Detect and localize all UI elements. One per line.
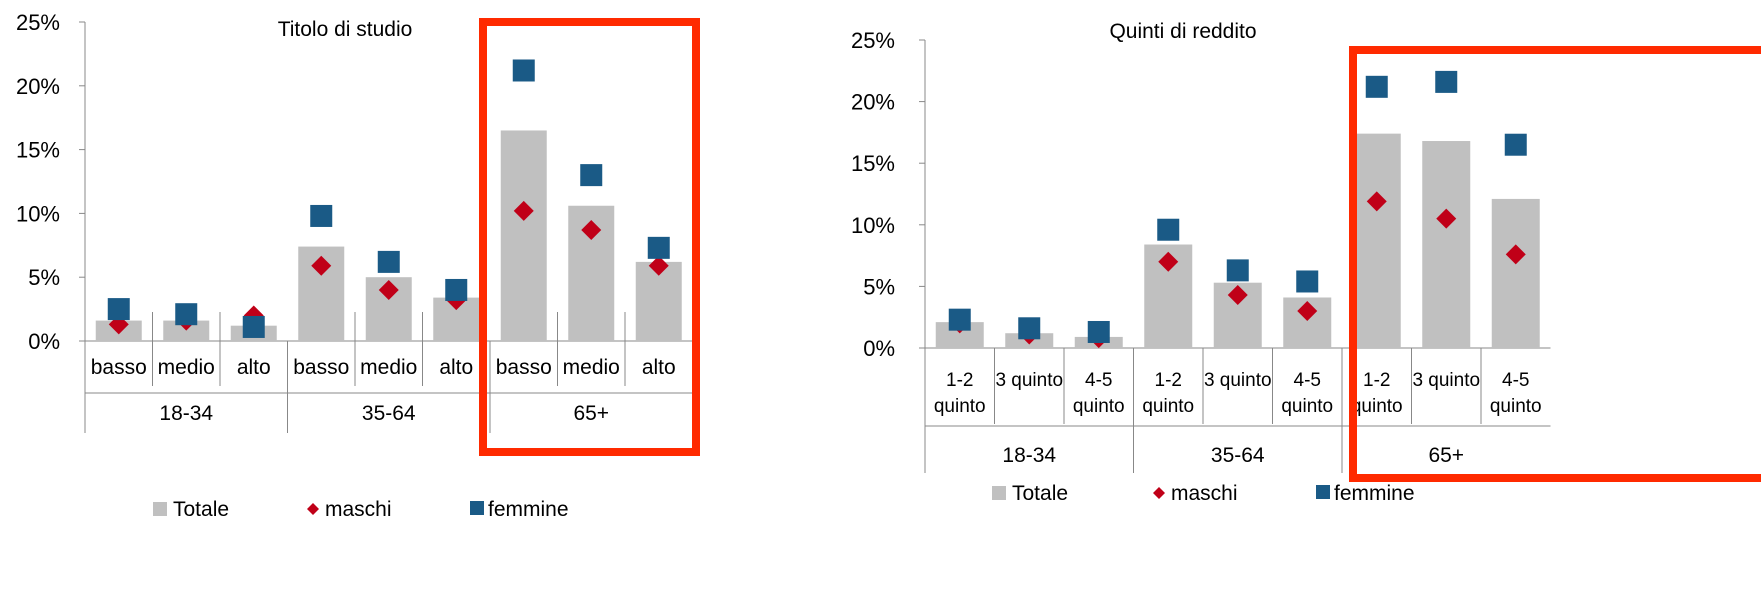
chart-1-bar-totale xyxy=(163,320,210,341)
chart-1-y-tick-label: 15% xyxy=(16,138,60,163)
chart-1-legend: Totale maschi femmine xyxy=(153,498,569,521)
chart-1-marker-maschi xyxy=(378,279,399,300)
chart-1-group-label: 18-34 xyxy=(159,402,213,425)
chart-1-category-label: basso xyxy=(91,356,147,379)
chart-1-marker-femmine xyxy=(175,303,198,326)
chart-2-marker-maschi xyxy=(1436,208,1457,229)
chart-2-marker-maschi xyxy=(1297,301,1318,322)
chart-2-legend-label-femmine: femmine xyxy=(1334,482,1415,505)
chart-2-category-label: 4-5 xyxy=(1085,370,1112,391)
chart-2-y-tick-label: 25% xyxy=(851,28,895,53)
chart-1-marker-maschi xyxy=(513,200,534,221)
chart-2-y-tick-label: 10% xyxy=(851,213,895,238)
chart-1-marker-femmine xyxy=(107,298,130,321)
chart-2-y-tick-label: 5% xyxy=(863,274,895,299)
chart-2-category-label: quinto xyxy=(1490,396,1542,417)
chart-1-category-label: basso xyxy=(293,356,349,379)
chart-2-legend-swatch-maschi xyxy=(1153,487,1165,499)
chart-2-bar-totale xyxy=(1491,198,1540,348)
chart-1-marker-femmine xyxy=(512,59,535,82)
chart-2-y-tick-label: 20% xyxy=(851,90,895,115)
chart-1-y-tick-label: 20% xyxy=(16,74,60,99)
chart-1-marker-maschi xyxy=(581,219,602,240)
chart-2-category-label: 1-2 xyxy=(1363,370,1390,391)
chart-2-legend-label-totale: Totale xyxy=(1012,482,1068,505)
chart-1-marker-femmine xyxy=(445,278,468,301)
chart-2-category-label: quinto xyxy=(1073,396,1125,417)
chart-2-category-label: 3 quinto xyxy=(1412,370,1480,391)
chart-1-marker-maschi xyxy=(311,255,332,276)
chart-2-category-label: 3 quinto xyxy=(1204,370,1272,391)
chart-2-marker-femmine xyxy=(1226,259,1249,282)
chart-1-y-tick-label: 10% xyxy=(16,201,60,226)
chart-1-legend-swatch-totale xyxy=(153,502,167,516)
chart-2-marker-maschi xyxy=(1227,285,1248,306)
chart-2-category-label: quinto xyxy=(1281,396,1333,417)
chart-1-category-label: medio xyxy=(563,356,620,379)
chart-2-legend-label-maschi: maschi xyxy=(1171,482,1238,505)
chart-1-legend-label-totale: Totale xyxy=(173,498,229,521)
chart-1-category-label: alto xyxy=(237,356,271,379)
chart-2-highlight-box xyxy=(1349,46,1761,482)
chart-2-y-tick-label: 0% xyxy=(863,336,895,361)
chart-2-legend-swatch-totale xyxy=(992,486,1006,500)
chart-1-legend-swatch-maschi xyxy=(307,503,319,515)
chart-2-group-label: 18-34 xyxy=(1002,444,1056,467)
chart-1-marker-femmine xyxy=(377,250,400,273)
chart-2-group: 0% 5% 10% 15% 20% 25% Quinti di reddito 1-2 quin… xyxy=(851,20,1761,505)
chart-2-category-label: 1-2 xyxy=(1155,370,1182,391)
chart-1-marker-femmine xyxy=(580,164,603,187)
chart-1-marker-femmine xyxy=(242,315,265,338)
chart-2-marker-femmine xyxy=(948,308,971,331)
chart-2-marker-femmine xyxy=(1087,320,1110,343)
chart-1-category-label: medio xyxy=(158,356,215,379)
chart-1-group-label: 65+ xyxy=(573,402,609,425)
chart-1-y-tick-label: 0% xyxy=(28,329,60,354)
chart-1-marker-maschi xyxy=(648,255,669,276)
chart-2-bar-totale xyxy=(1352,133,1401,348)
chart-2-y-tick-label: 15% xyxy=(851,151,895,176)
chart-1-category-label: alto xyxy=(642,356,676,379)
chart-2-legend: Totale maschi femmine xyxy=(992,482,1415,505)
chart-1-category-label: alto xyxy=(439,356,473,379)
chart-2-category-label: quinto xyxy=(1351,396,1403,417)
chart-1-marker-femmine xyxy=(310,204,333,227)
chart-1-y-tick-label: 5% xyxy=(28,265,60,290)
chart-2-marker-femmine xyxy=(1504,133,1527,156)
chart-2-legend-swatch-femmine xyxy=(1316,485,1330,499)
chart-2-category-label: quinto xyxy=(934,396,986,417)
chart-2-bar-totale xyxy=(1422,141,1471,348)
chart-2-group-label: 35-64 xyxy=(1211,444,1265,467)
chart-2-marker-maschi xyxy=(1158,251,1179,272)
chart-1-legend-label-maschi: maschi xyxy=(325,498,392,521)
chart-1-legend-swatch-femmine xyxy=(470,501,484,515)
chart-1-marker-femmine xyxy=(647,236,670,259)
chart-1-y-tick-label: 25% xyxy=(16,10,60,35)
chart-2-category-label: quinto xyxy=(1142,396,1194,417)
chart-2-marker-femmine xyxy=(1157,218,1180,241)
chart-2-category-label: 4-5 xyxy=(1294,370,1321,391)
chart-2-marker-femmine xyxy=(1018,317,1041,340)
chart-1-legend-label-femmine: femmine xyxy=(488,498,569,521)
chart-2-marker-femmine xyxy=(1365,75,1388,98)
chart-2-category-label: 3 quinto xyxy=(995,370,1063,391)
chart-2-marker-maschi xyxy=(1366,191,1387,212)
chart-2-category-label: 1-2 xyxy=(946,370,973,391)
chart-2-category-label: 4-5 xyxy=(1502,370,1529,391)
chart-2-marker-maschi xyxy=(1505,244,1526,265)
chart-1-bar-totale xyxy=(500,130,547,341)
chart-2-title: Quinti di reddito xyxy=(1109,20,1256,43)
chart-1-category-label: medio xyxy=(360,356,417,379)
chart-1-title: Titolo di studio xyxy=(278,18,413,41)
chart-2-marker-femmine xyxy=(1435,70,1458,93)
chart-1-category-label: basso xyxy=(496,356,552,379)
chart-1-highlight-box xyxy=(479,18,700,456)
chart-2-group-label: 65+ xyxy=(1428,444,1464,467)
chart-1-group: 0% 5% 10% 15% 20% 25% Titolo di studio basso med… xyxy=(16,10,700,521)
chart-2-marker-femmine xyxy=(1296,270,1319,293)
chart-1-group-label: 35-64 xyxy=(362,402,416,425)
